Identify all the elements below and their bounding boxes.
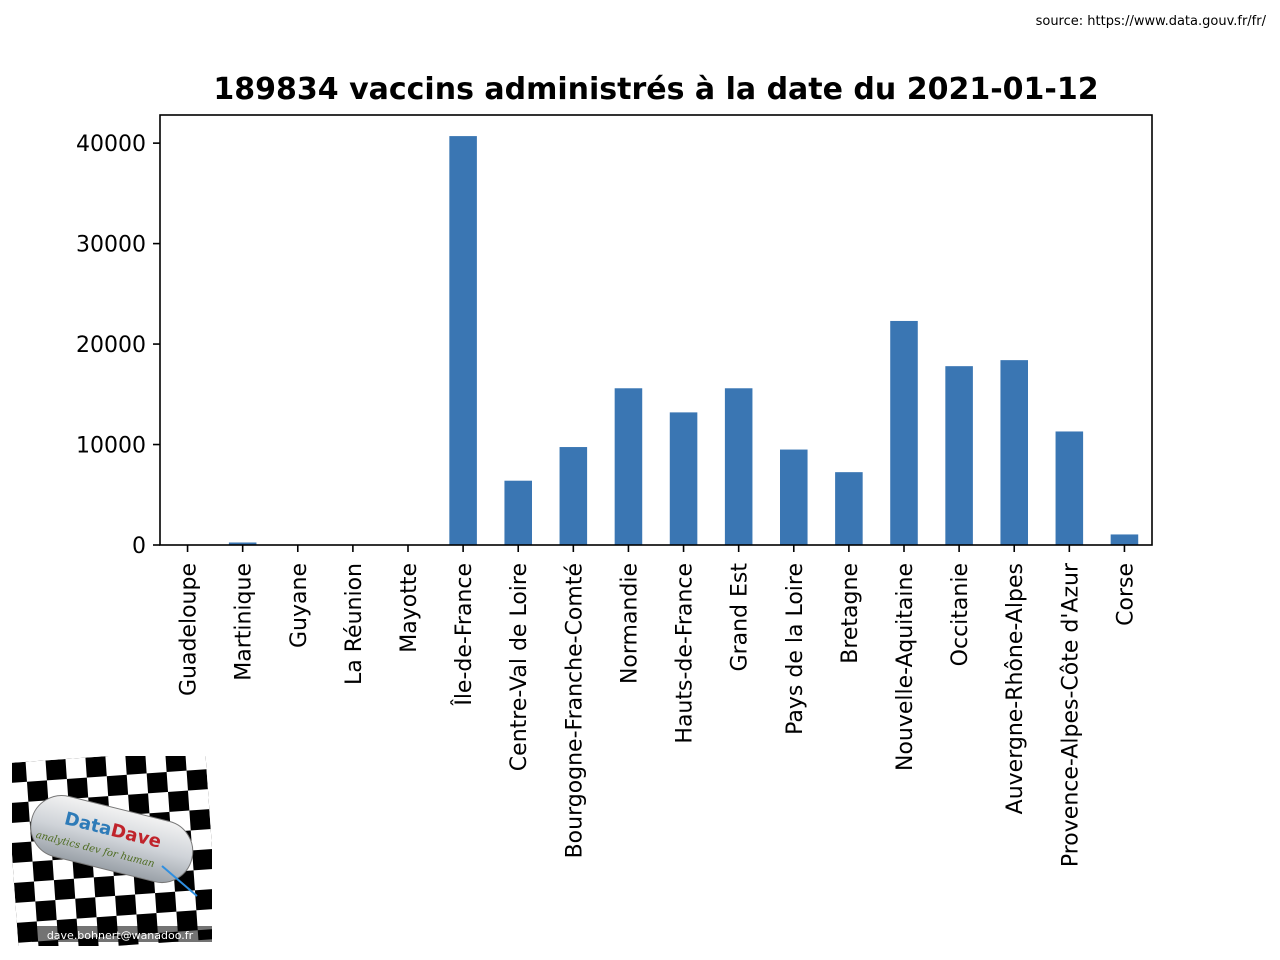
logo-pill	[30, 795, 194, 883]
y-axis: 0 10000 20000 30000 40000	[76, 132, 160, 559]
x-tick-label: Centre-Val de Loire	[507, 563, 532, 771]
bar-pays-de-la-loire	[780, 449, 808, 545]
x-tick-label: Auvergne-Rhône-Alpes	[1003, 563, 1028, 814]
datadave-logo: DataDave analytics dev for human dave.bo…	[12, 756, 212, 946]
bar-grand-est	[724, 388, 753, 545]
x-tick-label: Guadeloupe	[177, 563, 202, 696]
bar-hauts-de-france	[669, 412, 698, 545]
logo-light-streak	[161, 865, 198, 897]
bar--le-de-france	[449, 136, 477, 545]
x-tick-label: Martinique	[232, 563, 257, 681]
bar-martinique	[228, 542, 257, 545]
x-tick-label: Occitanie	[948, 563, 973, 666]
x-tick-label: Provence-Alpes-Côte d'Azur	[1058, 562, 1083, 867]
y-tick-label: 40000	[76, 132, 146, 157]
x-tick-label: Nouvelle-Aquitaine	[893, 563, 918, 771]
x-tick-label: Île-de-France	[451, 563, 477, 707]
bar-centre-val-de-loire	[504, 480, 532, 545]
y-tick-label: 0	[132, 534, 146, 559]
x-tick-label: Pays de la Loire	[783, 563, 808, 735]
y-tick-label: 10000	[76, 434, 146, 459]
bar-provence-alpes-c-te-d-azur	[1055, 431, 1084, 545]
bar-bourgogne-franche-comt-	[559, 447, 588, 545]
x-tick-label: Bretagne	[838, 563, 863, 664]
bar-nouvelle-aquitaine	[890, 320, 918, 545]
y-tick-label: 20000	[76, 333, 146, 358]
x-tick-label: Mayotte	[397, 563, 422, 653]
x-tick-label: Hauts-de-France	[673, 563, 698, 744]
x-tick-label: Normandie	[617, 563, 642, 684]
x-tick-label: Bourgogne-Franche-Comté	[562, 563, 587, 858]
bar-auvergne-rh-ne-alpes	[1000, 360, 1028, 545]
bar-corse	[1110, 534, 1139, 545]
bar-normandie	[614, 388, 643, 545]
x-tick-label: Grand Est	[728, 563, 753, 672]
plot-frame	[159, 114, 1153, 546]
y-tick-label: 30000	[76, 233, 146, 258]
logo-email: dave.bohnert@wanadoo.fr	[47, 929, 194, 942]
x-axis: Guadeloupe Martinique Guyane La Réunion Mayo…	[177, 545, 1138, 867]
bar-bretagne	[835, 472, 863, 545]
chart-title: 189834 vaccins administrés à la date du …	[213, 72, 1098, 107]
bar-occitanie	[945, 366, 973, 545]
x-tick-label: Corse	[1113, 563, 1138, 626]
source-note: source: https://www.data.gouv.fr/fr/	[1035, 14, 1266, 29]
x-tick-label: La Réunion	[342, 563, 367, 685]
x-tick-label: Guyane	[287, 563, 312, 648]
bars-group	[228, 136, 1139, 545]
